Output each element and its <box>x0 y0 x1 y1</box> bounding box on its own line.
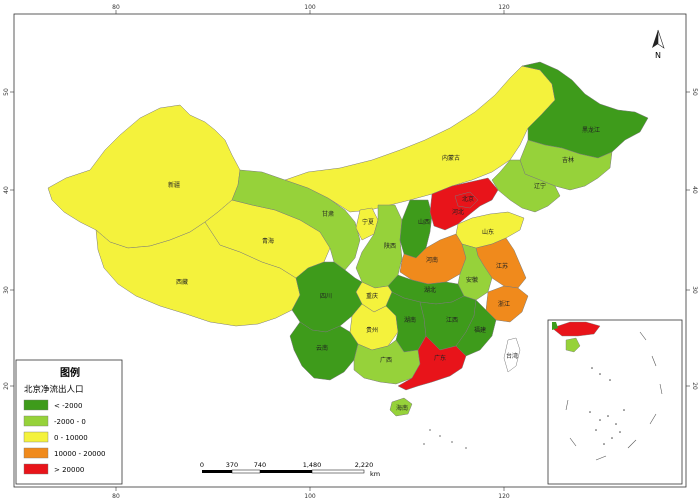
label-anhui: 安徽 <box>466 276 478 284</box>
legend-label-4: > 20000 <box>54 466 84 474</box>
label-liaoning: 辽宁 <box>534 182 546 190</box>
label-ningxia: 宁夏 <box>362 218 374 226</box>
label-beijing: 北京 <box>462 195 474 203</box>
legend-swatch-3 <box>23 447 49 459</box>
legend-swatch-4 <box>23 463 49 475</box>
province-guangdong[interactable] <box>397 335 467 391</box>
label-yunnan: 云南 <box>316 344 328 352</box>
label-chongqing: 重庆 <box>366 292 378 300</box>
label-zhejiang: 浙江 <box>498 300 510 308</box>
label-henan: 河南 <box>426 256 438 264</box>
label-xinjiang: 新疆 <box>168 181 180 189</box>
legend-label-3: 10000 - 20000 <box>54 450 106 458</box>
province-hainan[interactable] <box>389 397 413 417</box>
left-tick-50: 50 <box>3 88 10 96</box>
top-tick-80: 80 <box>112 4 120 11</box>
scale-label-740: 740 <box>254 461 266 469</box>
label-guangxi: 广西 <box>380 356 392 364</box>
scale-label-2220: 2,220 <box>355 461 374 469</box>
label-neimenggu: 内蒙古 <box>442 154 460 162</box>
scale-label-0: 0 <box>200 461 204 469</box>
right-tick-30: 30 <box>691 286 698 294</box>
label-jiangxi: 江西 <box>446 317 458 324</box>
right-tick-20: 20 <box>691 382 698 390</box>
legend-swatch-2 <box>23 431 49 443</box>
label-shanxi: 山西 <box>418 218 430 226</box>
scale-unit: km <box>370 470 380 478</box>
left-tick-20: 20 <box>3 382 10 390</box>
north-arrow-icon <box>652 29 665 49</box>
label-sichuan: 四川 <box>320 293 332 300</box>
legend-label-2: 0 - 10000 <box>54 434 88 442</box>
legend-label-0: < -2000 <box>54 402 82 410</box>
bottom-tick-80: 80 <box>112 493 120 500</box>
label-hunan: 湖南 <box>404 316 416 324</box>
coastal-islands <box>423 429 467 449</box>
bottom-tick-100: 100 <box>304 493 316 500</box>
scale-label-1480: 1,480 <box>303 461 322 469</box>
legend-swatch-1 <box>23 415 49 427</box>
province-liaoning[interactable] <box>491 159 561 213</box>
label-hebei: 河北 <box>452 208 464 216</box>
label-hubei: 湖北 <box>424 286 436 294</box>
label-jiangsu: 江苏 <box>496 262 508 270</box>
legend-subtitle: 北京净流出人口 <box>24 384 84 395</box>
label-guizhou: 贵州 <box>366 326 378 334</box>
province-labels: 新疆 西藏 青海 甘肃 内蒙古 黑龙江 吉林 辽宁 北京 河北 山西 宁夏 陕西… <box>168 126 600 412</box>
province-yunnan[interactable] <box>289 321 359 381</box>
label-shaanxi: 陕西 <box>384 242 396 250</box>
scale-label-370: 370 <box>226 461 238 469</box>
label-shandong: 山东 <box>482 228 494 236</box>
graticule-ticks <box>10 10 690 491</box>
right-tick-40: 40 <box>691 186 698 194</box>
label-taiwan: 台湾 <box>506 352 518 360</box>
top-tick-120: 120 <box>498 4 510 11</box>
legend-swatch-0 <box>23 399 49 411</box>
north-label: N <box>655 51 661 60</box>
bottom-tick-120: 120 <box>498 493 510 500</box>
scale-bar <box>202 469 365 474</box>
province-fujian[interactable] <box>455 299 497 357</box>
left-tick-30: 30 <box>3 286 10 294</box>
label-heilongjiang: 黑龙江 <box>582 126 600 134</box>
label-qinghai: 青海 <box>262 237 274 245</box>
province-anhui[interactable] <box>457 243 493 301</box>
province-beijing[interactable] <box>454 191 479 209</box>
legend-title: 图例 <box>60 366 80 379</box>
province-taiwan[interactable] <box>503 337 521 373</box>
provinces <box>47 61 649 417</box>
label-guangdong: 广东 <box>434 354 446 362</box>
label-hainan: 海南 <box>396 404 408 412</box>
top-tick-100: 100 <box>304 4 316 11</box>
label-gansu: 甘肃 <box>322 210 334 218</box>
right-tick-50: 50 <box>691 88 698 96</box>
legend: 图例 北京净流出人口 < -2000 -2000 - 0 0 - 10000 1… <box>15 359 123 485</box>
south-china-sea-inset <box>547 319 683 485</box>
left-tick-40: 40 <box>3 186 10 194</box>
legend-label-1: -2000 - 0 <box>54 418 86 426</box>
label-xizang: 西藏 <box>176 278 188 286</box>
label-jilin: 吉林 <box>562 156 574 164</box>
label-fujian: 福建 <box>474 326 486 334</box>
